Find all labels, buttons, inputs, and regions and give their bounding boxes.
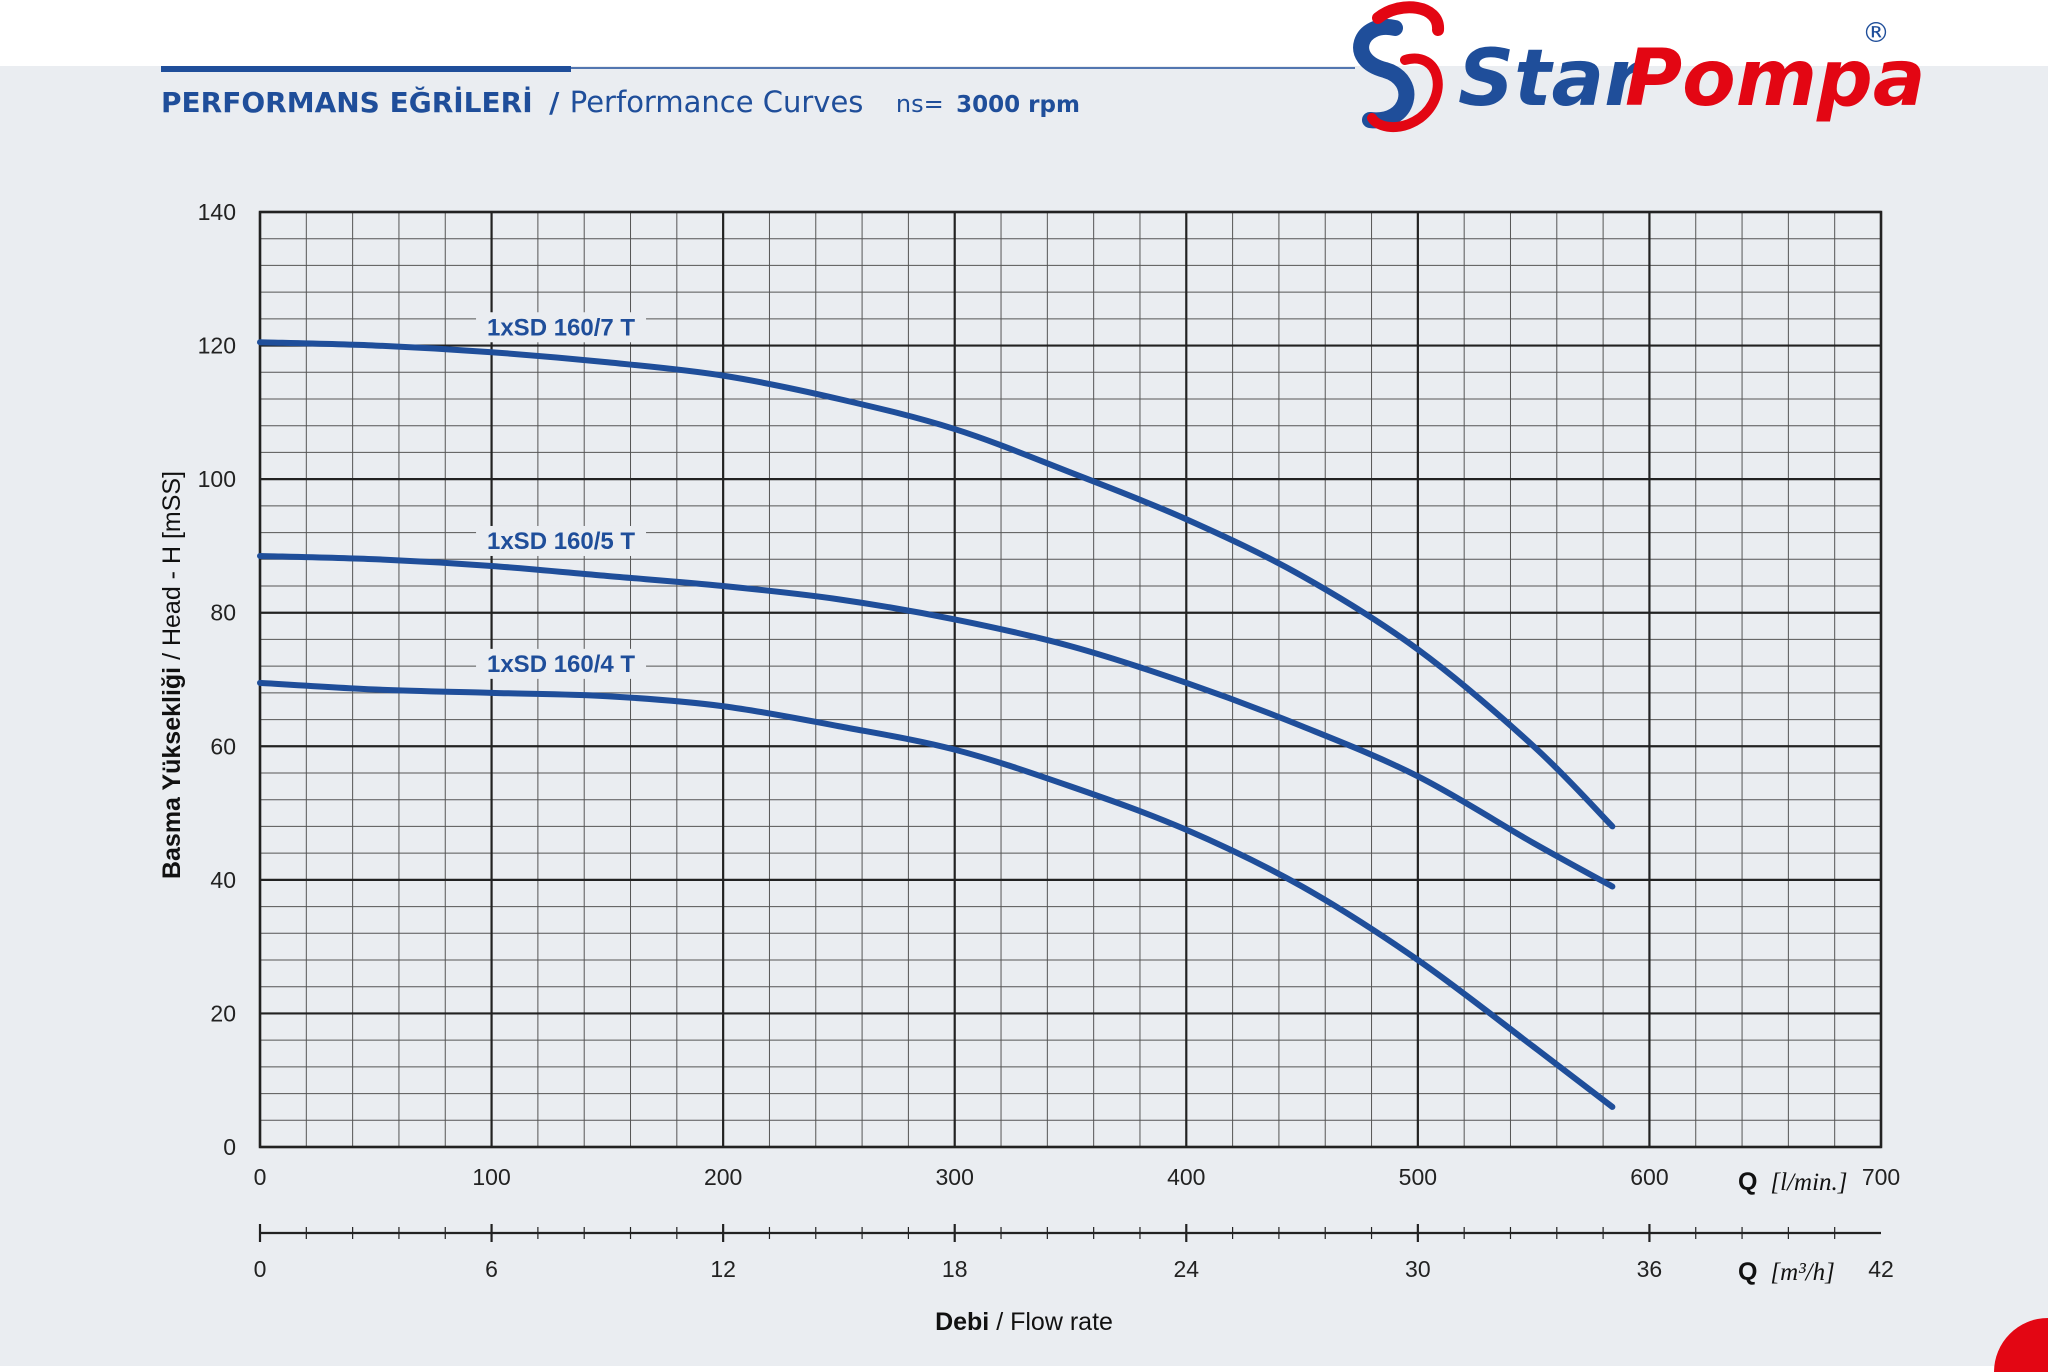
x-axis-title: Debi / Flow rate: [935, 1308, 1113, 1336]
y-tick-label: 20: [210, 1000, 236, 1026]
x2-tick-label: 0: [254, 1256, 267, 1282]
x-tick-label: 200: [704, 1164, 742, 1190]
x-tick-label: 0: [254, 1164, 267, 1190]
x-tick-label: 600: [1630, 1164, 1668, 1190]
x-axis-title-rest: / Flow rate: [996, 1308, 1113, 1336]
series-label-background: [476, 312, 647, 343]
y-tick-label: 80: [210, 600, 236, 626]
x2-unit-q: Q: [1738, 1258, 1757, 1286]
y-axis-title-rest: / Head - H [mSS]: [158, 471, 186, 660]
x2-tick-label: 36: [1637, 1256, 1663, 1282]
y-axis-title-bold: Basma Yüksekliği: [158, 667, 186, 879]
header-speed-value: 3000 rpm: [956, 92, 1080, 118]
x2-tick-label: 42: [1868, 1256, 1894, 1282]
registered-mark: ®: [1862, 16, 1890, 49]
y-tick-label: 0: [223, 1134, 236, 1160]
series-line: [257, 679, 1616, 1110]
logo-emblem-icon: [1353, 1, 1444, 132]
y-tick-label: 120: [198, 333, 236, 359]
x2-tick-label: 12: [710, 1256, 736, 1282]
top-white-band: [0, 0, 2048, 66]
y-axis-title: Basma Yüksekliği / Head - H [mSS]: [158, 471, 186, 879]
series-label-background: [476, 525, 647, 556]
x-axis-title-bold: Debi: [935, 1308, 989, 1336]
header-separator: /: [549, 86, 560, 119]
header-title: PERFORMANS EĞRİLERİ / Performance Curves…: [161, 85, 1080, 119]
brand-name-star: Star: [1458, 34, 1647, 124]
series-labels: 1xSD 160/7 T 1xSD 160/5 T 1xSD 160/4 T: [476, 312, 647, 679]
x-unit-label: Q [l/min.]: [1738, 1168, 1848, 1196]
y-tick-label: 40: [210, 867, 236, 893]
y-tick-label: 60: [210, 733, 236, 759]
x-tick-label: 400: [1167, 1164, 1205, 1190]
x-tick-label: 700: [1862, 1164, 1900, 1190]
y-tick-labels: 0 20 40 60 80 100 120 140: [198, 199, 236, 1160]
corner-decoration: [1994, 1318, 2048, 1372]
header-title-en: Performance Curves: [570, 85, 864, 119]
plot-frame: [258, 210, 1883, 1149]
x-unit-text: [l/min.]: [1770, 1169, 1847, 1196]
x2-tick-label: 18: [942, 1256, 968, 1282]
header-title-tr: PERFORMANS EĞRİLERİ: [161, 85, 533, 119]
x2-unit-text: [m³/h]: [1770, 1259, 1834, 1286]
x2-unit-label: Q [m³/h]: [1738, 1258, 1835, 1286]
x-tick-labels: 0 100 200 300 400 500 600 700: [254, 1164, 1901, 1190]
secondary-x-tick-labels: 0 6 12 18 24 30 36 42: [254, 1256, 1894, 1282]
series-label-background: [476, 648, 647, 679]
x-tick-label: 100: [472, 1164, 510, 1190]
series-line: [257, 552, 1616, 890]
y-tick-label: 140: [198, 199, 236, 225]
x2-tick-label: 6: [485, 1256, 498, 1282]
secondary-x-axis: [258, 1224, 1881, 1242]
series-label: 1xSD 160/4 T: [487, 651, 635, 678]
x2-tick-label: 30: [1405, 1256, 1431, 1282]
x-unit-q: Q: [1738, 1168, 1757, 1196]
series-label: 1xSD 160/7 T: [487, 314, 635, 341]
x-tick-label: 500: [1399, 1164, 1437, 1190]
brand-name-pompa: Pompa: [1625, 34, 1926, 124]
x-tick-label: 300: [936, 1164, 974, 1190]
x2-tick-label: 24: [1173, 1256, 1199, 1282]
star-pompa-logo: Star Pompa ®: [1353, 1, 1926, 132]
header-speed-prefix: ns=: [896, 90, 944, 118]
chart-background: [0, 66, 2048, 1366]
header-accent-bar: [161, 66, 571, 72]
series-label: 1xSD 160/5 T: [487, 528, 635, 555]
series-line: [257, 339, 1616, 830]
curves: [257, 339, 1616, 1110]
y-tick-label: 100: [198, 466, 236, 492]
